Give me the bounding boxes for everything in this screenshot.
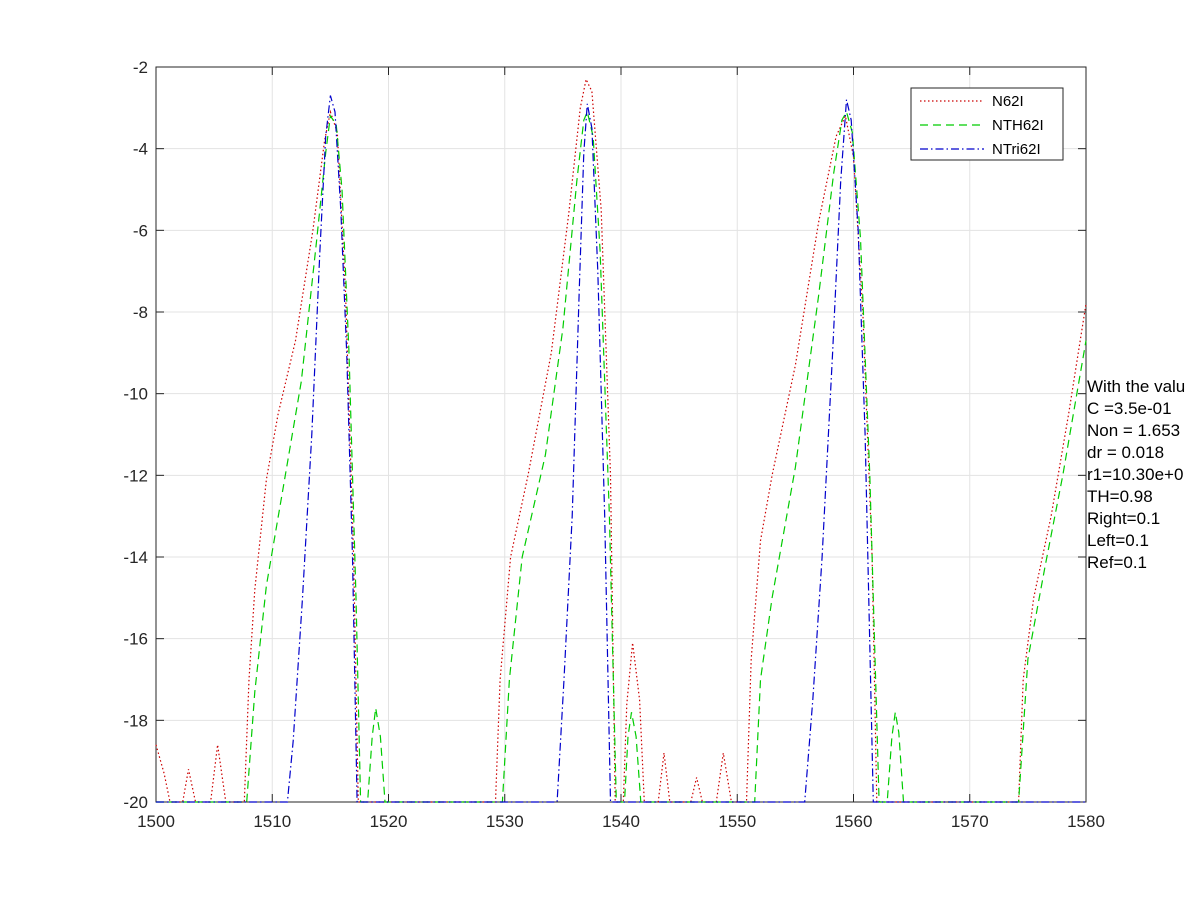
annotation-line: With the valu bbox=[1087, 377, 1185, 396]
y-tick-label: -14 bbox=[123, 548, 148, 567]
legend-box bbox=[910, 87, 1064, 161]
y-tick-label: -8 bbox=[133, 303, 148, 322]
y-tick-label: -18 bbox=[123, 711, 148, 730]
annotation-line: C =3.5e-01 bbox=[1087, 399, 1172, 418]
x-tick-label: 1580 bbox=[1067, 812, 1105, 831]
series-line-ntri62i bbox=[156, 95, 1086, 803]
legend: N62I NTH62I NTri62I bbox=[910, 87, 1064, 161]
legend-label-ntri62i: NTri62I bbox=[992, 141, 1041, 158]
y-tick-label: -10 bbox=[123, 385, 148, 404]
y-tick-label: -2 bbox=[133, 58, 148, 77]
y-tick-label: -20 bbox=[123, 793, 148, 812]
annotation-line: Ref=0.1 bbox=[1087, 553, 1147, 572]
x-tick-label: 1510 bbox=[253, 812, 291, 831]
annotation-line: TH=0.98 bbox=[1087, 487, 1153, 506]
annotation-line: Right=0.1 bbox=[1087, 509, 1160, 528]
y-tick-label: -6 bbox=[133, 221, 148, 240]
x-tick-label: 1500 bbox=[137, 812, 175, 831]
legend-label-nth62i: NTH62I bbox=[992, 117, 1044, 134]
x-tick-label: 1530 bbox=[486, 812, 524, 831]
y-tick-label: -16 bbox=[123, 630, 148, 649]
x-tick-label: 1570 bbox=[951, 812, 989, 831]
axis-ticks: 1500 1510 1520 1530 1540 1550 1560 1570 1580 -20 -… bbox=[123, 58, 1104, 831]
parameter-annotation: With the valu C =3.5e-01 Non = 1.653 dr = 0… bbox=[1087, 377, 1185, 572]
x-tick-label: 1560 bbox=[835, 812, 873, 831]
annotation-line: r1=10.30e+0 bbox=[1087, 465, 1183, 484]
x-tick-label: 1540 bbox=[602, 812, 640, 831]
annotation-line: Left=0.1 bbox=[1087, 531, 1149, 550]
series-lines bbox=[155, 77, 1087, 803]
y-tick-label: -4 bbox=[133, 140, 148, 159]
x-tick-label: 1520 bbox=[370, 812, 408, 831]
annotation-line: Non = 1.653 bbox=[1087, 421, 1180, 440]
x-tick-label: 1550 bbox=[718, 812, 756, 831]
y-tick-label: -12 bbox=[123, 466, 148, 485]
annotation-line: dr = 0.018 bbox=[1087, 443, 1164, 462]
legend-label-n62i: N62I bbox=[992, 93, 1024, 110]
